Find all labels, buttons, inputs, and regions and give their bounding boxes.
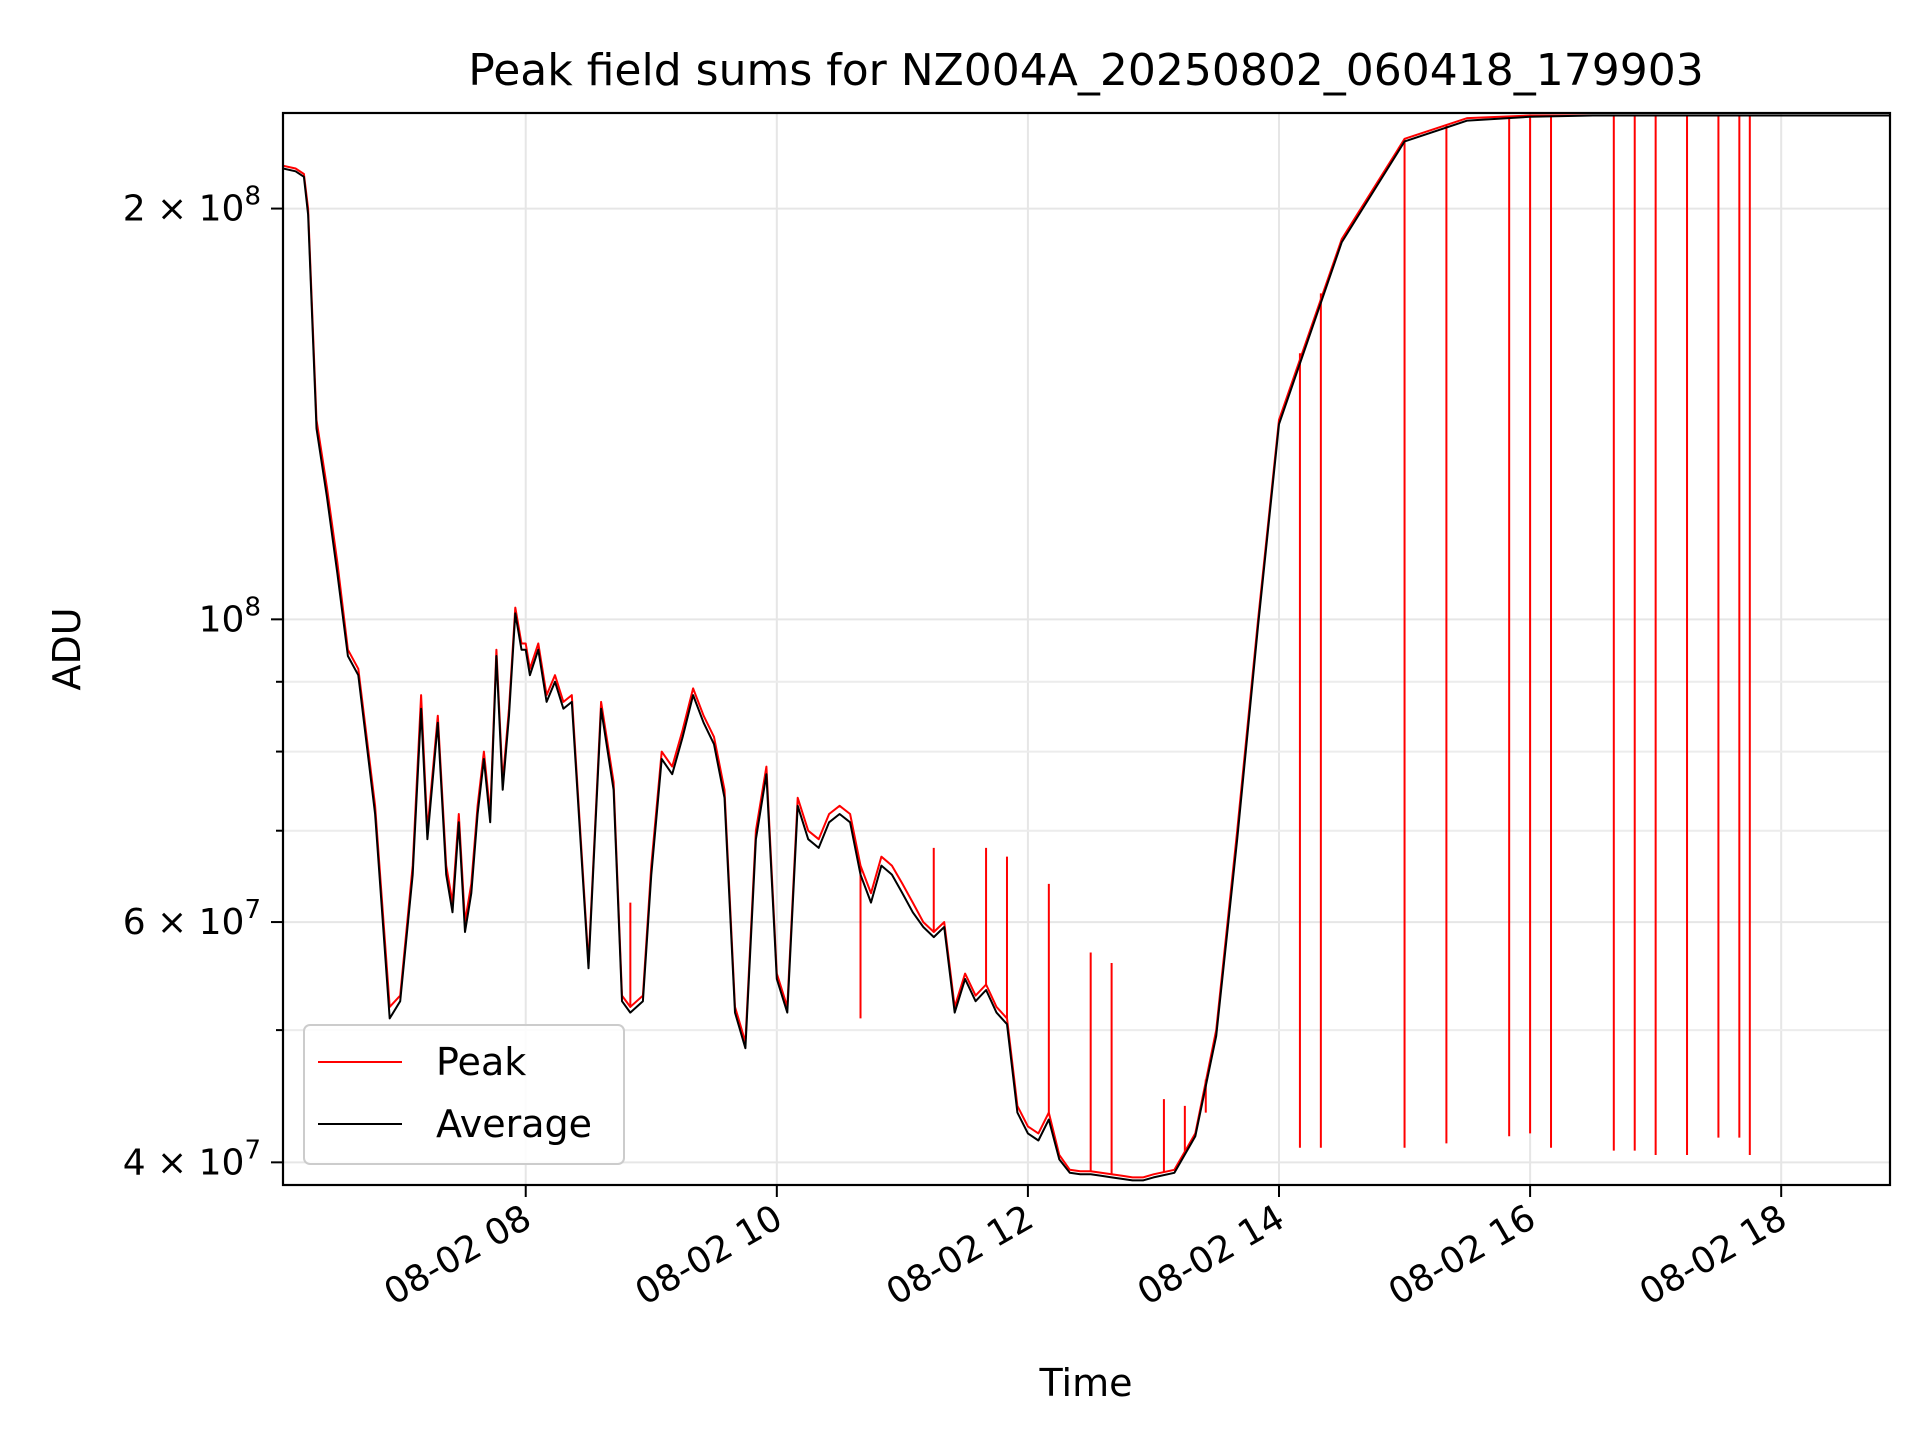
legend: Peak Average <box>303 1024 625 1165</box>
series-layer <box>283 114 1890 1182</box>
plot-frame <box>281 111 1892 1187</box>
chart-title: Peak field sums for NZ004A_20250802_0604… <box>468 45 1703 96</box>
y-tick-label: 6 × 107 <box>123 895 261 943</box>
plot-area <box>283 114 1890 1182</box>
y-tick-label: 2 × 108 <box>123 182 261 230</box>
y-tick-label: 108 <box>199 592 261 640</box>
y-axis-label: ADU <box>45 607 89 690</box>
y-tick-label: 4 × 107 <box>123 1135 261 1183</box>
legend-box <box>303 1024 625 1165</box>
x-axis-label: Time <box>1039 1361 1133 1405</box>
legend-label-peak: Peak <box>436 1040 526 1084</box>
legend-label-average: Average <box>436 1102 592 1146</box>
series-line-average <box>283 114 1890 1182</box>
